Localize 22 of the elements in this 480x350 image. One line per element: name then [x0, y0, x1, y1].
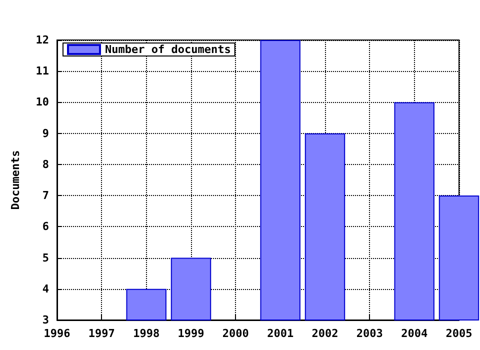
x-tick-label: 2000: [222, 327, 249, 340]
y-tick-label: 5: [42, 251, 49, 264]
x-tick-label: 2001: [267, 327, 294, 340]
y-tick-label: 11: [36, 64, 50, 78]
y-axis-title: Documents: [9, 150, 22, 210]
y-tick-label: 10: [36, 96, 49, 109]
x-tick-label: 1999: [178, 327, 204, 340]
y-tick-label: 3: [42, 314, 49, 326]
y-tick-label: 6: [42, 220, 50, 234]
x-tick-label: 2004: [401, 327, 428, 340]
y-tick-label: 9: [42, 126, 49, 140]
x-tick-label: 2002: [312, 327, 338, 340]
x-tick-label: 1996: [44, 327, 71, 340]
y-tick-label: 12: [36, 34, 49, 46]
x-tick-label: 2003: [356, 327, 383, 340]
legend-label: Number of documents: [105, 43, 231, 56]
y-tick-label: 7: [42, 189, 49, 202]
x-tick-label: 1998: [133, 327, 160, 340]
y-tick-label: 8: [42, 158, 49, 171]
x-tick-label: 1997: [88, 327, 115, 340]
x-tick-label: 2005: [446, 327, 472, 340]
y-tick-label: 4: [42, 282, 50, 296]
